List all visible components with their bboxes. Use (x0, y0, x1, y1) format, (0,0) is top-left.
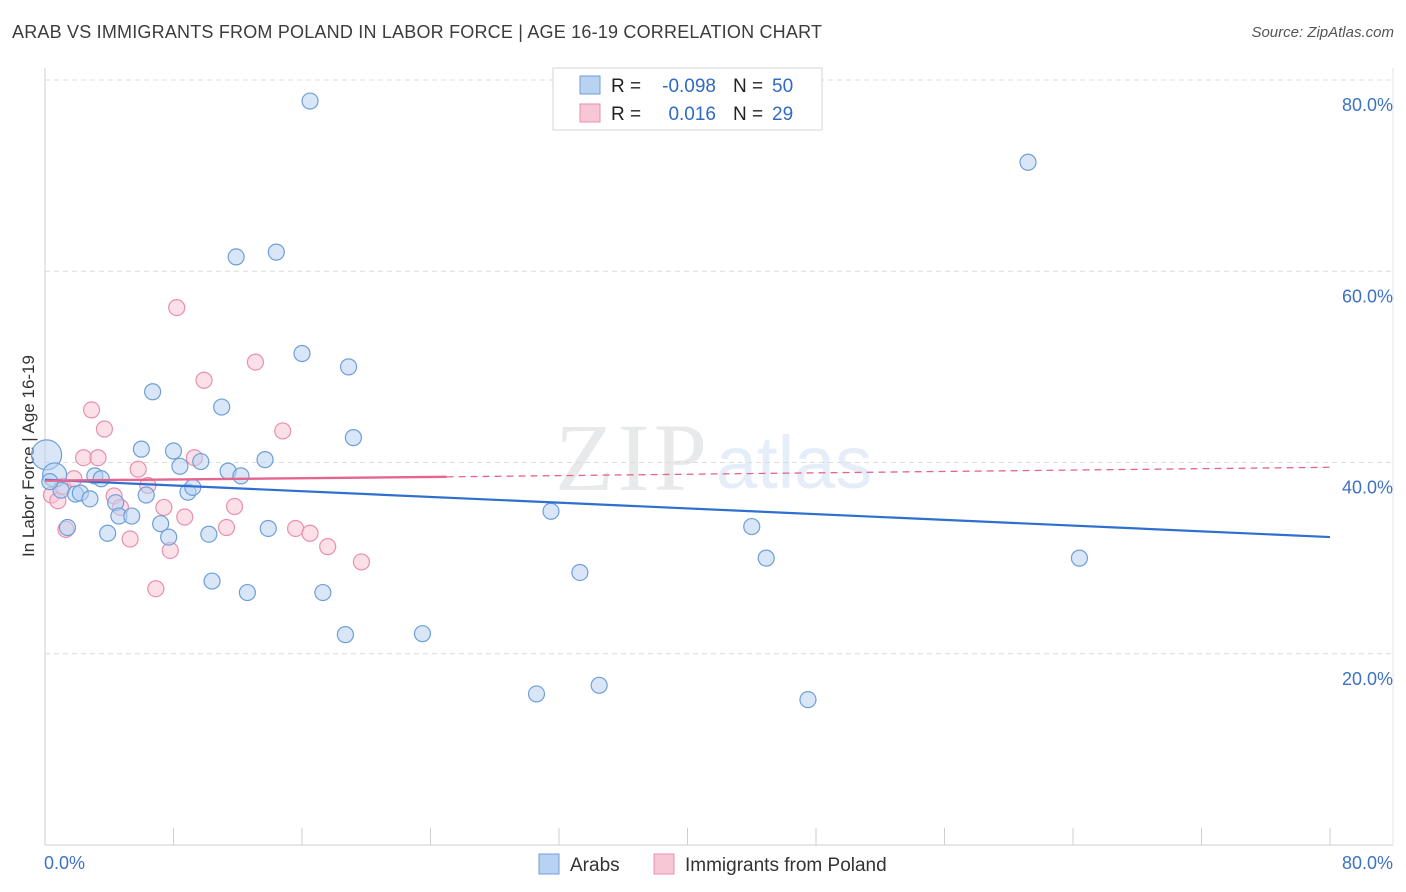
poland-point (274, 422, 292, 440)
legend-n-label-poland: N = (733, 104, 763, 125)
arab-point (192, 452, 210, 471)
arab-point (413, 625, 432, 643)
x-tick-label-max: 80.0% (1342, 853, 1393, 873)
arab-point (344, 429, 362, 447)
chart-title: ARAB VS IMMIGRANTS FROM POLAND IN LABOR … (12, 22, 823, 42)
arab-point (527, 685, 546, 703)
poland-point (89, 449, 107, 467)
arab-point (200, 525, 218, 543)
arab-point (171, 457, 189, 475)
arab-point (757, 549, 775, 567)
legend-n-value-arabs: 50 (772, 76, 793, 97)
arab-point (1019, 153, 1037, 171)
bottom-legend-swatch-arabs (538, 853, 560, 875)
legend-n-value-poland: 29 (772, 104, 793, 125)
poland-point (195, 371, 213, 389)
y-axis-label: In Labor Force | Age 16-19 (19, 355, 38, 557)
arab-point (232, 467, 250, 485)
poland-point (352, 553, 371, 571)
bottom-legend-swatch-poland (653, 853, 675, 875)
arab-point (99, 524, 117, 542)
y-tick-labels: 20.0% 40.0% 60.0% 80.0% (1342, 95, 1393, 689)
poland-point (129, 460, 147, 478)
legend-swatch-arabs (579, 75, 601, 95)
poland-point (65, 470, 83, 488)
x-tick-marks (44, 828, 1331, 845)
legend-n-label-arabs: N = (733, 76, 763, 97)
poland-points (42, 298, 371, 598)
arab-point (571, 563, 589, 582)
y-tick-label: 80.0% (1342, 95, 1393, 115)
legend-r-label-poland: R = (611, 104, 641, 125)
source-label: Source: ZipAtlas.com (1251, 24, 1394, 41)
poland-point (82, 401, 101, 419)
poland-point (319, 538, 337, 556)
arab-point (144, 383, 162, 401)
arab-point (799, 691, 817, 709)
y-tick-label: 20.0% (1342, 669, 1393, 689)
legend-r-value-arabs: -0.098 (662, 76, 716, 97)
arab-point (1070, 549, 1089, 567)
arab-point (542, 502, 560, 520)
poland-point (286, 519, 305, 538)
arab-point (58, 518, 77, 537)
watermark: ZIP atlas (555, 404, 872, 511)
poland-point (95, 420, 114, 438)
arab-point (238, 583, 256, 602)
poland-point (217, 518, 236, 537)
correlation-legend: R = -0.098 N = 50 R = 0.016 N = 29 (552, 67, 823, 131)
arab-point (213, 398, 231, 416)
arab-point (314, 583, 332, 602)
arab-point (267, 243, 285, 261)
arab-point (293, 344, 311, 363)
arabs-points (31, 92, 1089, 709)
arab-point (164, 442, 183, 460)
poland-point (246, 353, 265, 371)
arab-point (203, 572, 221, 590)
poland-point (176, 508, 194, 526)
arab-point (227, 248, 245, 266)
legend-r-value-poland: 0.016 (668, 104, 716, 125)
gridlines (45, 79, 1393, 655)
legend-r-label-arabs: R = (611, 76, 641, 97)
y-tick-label: 40.0% (1342, 478, 1393, 498)
bottom-legend-label-arabs: Arabs (570, 855, 620, 876)
arab-point (301, 92, 319, 110)
poland-point (168, 298, 186, 317)
poland-point (147, 580, 165, 598)
poland-trendline (44, 475, 447, 482)
arabs-trendline (44, 478, 1331, 539)
trendlines (44, 466, 1331, 539)
series-legend: Arabs Immigrants from Poland (538, 853, 887, 876)
arab-point (132, 440, 150, 458)
arab-point (123, 507, 141, 525)
arab-point (743, 517, 761, 536)
poland-point (225, 497, 244, 516)
arab-point (152, 515, 170, 533)
bottom-legend-label-poland: Immigrants from Poland (685, 855, 887, 876)
arab-point (137, 486, 155, 504)
arab-point (336, 626, 354, 644)
arab-point (81, 490, 99, 508)
arab-point (259, 519, 277, 538)
arab-point (256, 451, 274, 469)
poland-trendline-extension (446, 466, 1331, 478)
arab-point (590, 676, 608, 694)
y-tick-label: 60.0% (1342, 286, 1393, 306)
poland-point (121, 530, 139, 548)
arab-point (339, 358, 358, 376)
poland-point (301, 524, 319, 542)
poland-point (155, 498, 173, 517)
watermark-zip: ZIP (555, 404, 711, 511)
arab-point (92, 470, 110, 488)
arab-point (160, 528, 178, 546)
legend-swatch-poland (579, 103, 601, 123)
x-tick-label-min: 0.0% (44, 853, 85, 873)
poland-point (74, 449, 93, 467)
